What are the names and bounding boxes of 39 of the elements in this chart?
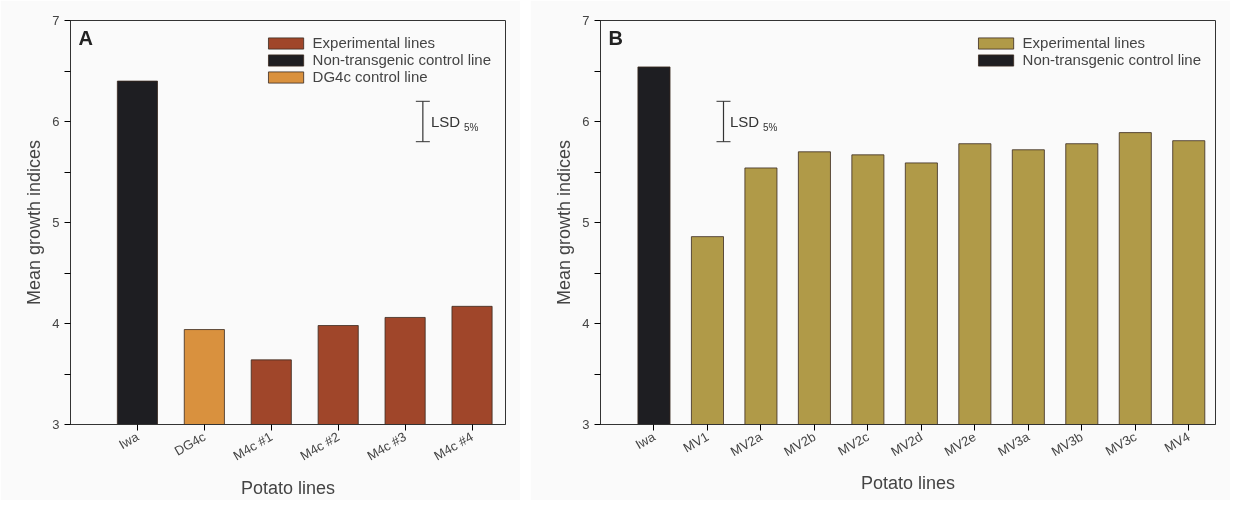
x-tick-label: Iwa <box>116 428 142 453</box>
chart-title: A <box>78 26 93 49</box>
annotation: LSD 5% <box>430 113 479 133</box>
y-axis-title: Mean growth indices <box>24 139 45 306</box>
y-tick-label: 5 <box>52 215 60 230</box>
x-tick-label: M4c #2 <box>297 429 342 464</box>
x-tick-label: MV4 <box>1161 429 1193 456</box>
y-tick-label: 7 <box>582 13 590 28</box>
legend-label: Experimental lines <box>1022 34 1146 51</box>
x-tick-label: MV2b <box>781 429 819 459</box>
y-axis-title: Mean growth indices <box>554 139 575 306</box>
x-tick-label: M4c #3 <box>364 429 409 464</box>
x-tick-label: MV2c <box>835 428 873 459</box>
y-tick-label: 7 <box>52 13 60 28</box>
y-tick-label: 3 <box>52 417 60 432</box>
y-tick-label: 6 <box>52 114 60 129</box>
legend-label: Experimental lines <box>312 34 436 51</box>
x-tick-label: MV3a <box>995 428 1033 459</box>
x-tick-label: DG4c <box>171 428 209 459</box>
legend-label: Non-transgenic control line <box>1022 51 1201 68</box>
x-axis-title: Potato lines <box>860 473 956 494</box>
x-tick-label: MV1 <box>680 429 712 456</box>
x-tick-label: M4c #1 <box>230 429 276 464</box>
y-tick-label: 4 <box>582 316 590 331</box>
y-tick-label: 3 <box>582 417 590 432</box>
annotation: LSD 5% <box>729 113 778 133</box>
chart-title: B <box>608 26 623 49</box>
x-tick-label: MV2a <box>727 428 766 459</box>
y-tick-label: 4 <box>52 316 60 331</box>
x-axis-title: Potato lines <box>240 477 336 498</box>
x-tick-label: MV2e <box>941 429 979 459</box>
legend-label: Non-transgenic control line <box>312 51 491 68</box>
x-tick-label: M4c #4 <box>431 429 476 464</box>
x-tick-label: MV3c <box>1102 428 1140 459</box>
x-tick-label: MV3b <box>1048 429 1086 459</box>
y-tick-label: 6 <box>582 114 590 129</box>
x-tick-label: Iwa <box>632 428 659 453</box>
y-tick-label: 5 <box>582 215 590 230</box>
legend-label: DG4c control line <box>312 68 428 85</box>
